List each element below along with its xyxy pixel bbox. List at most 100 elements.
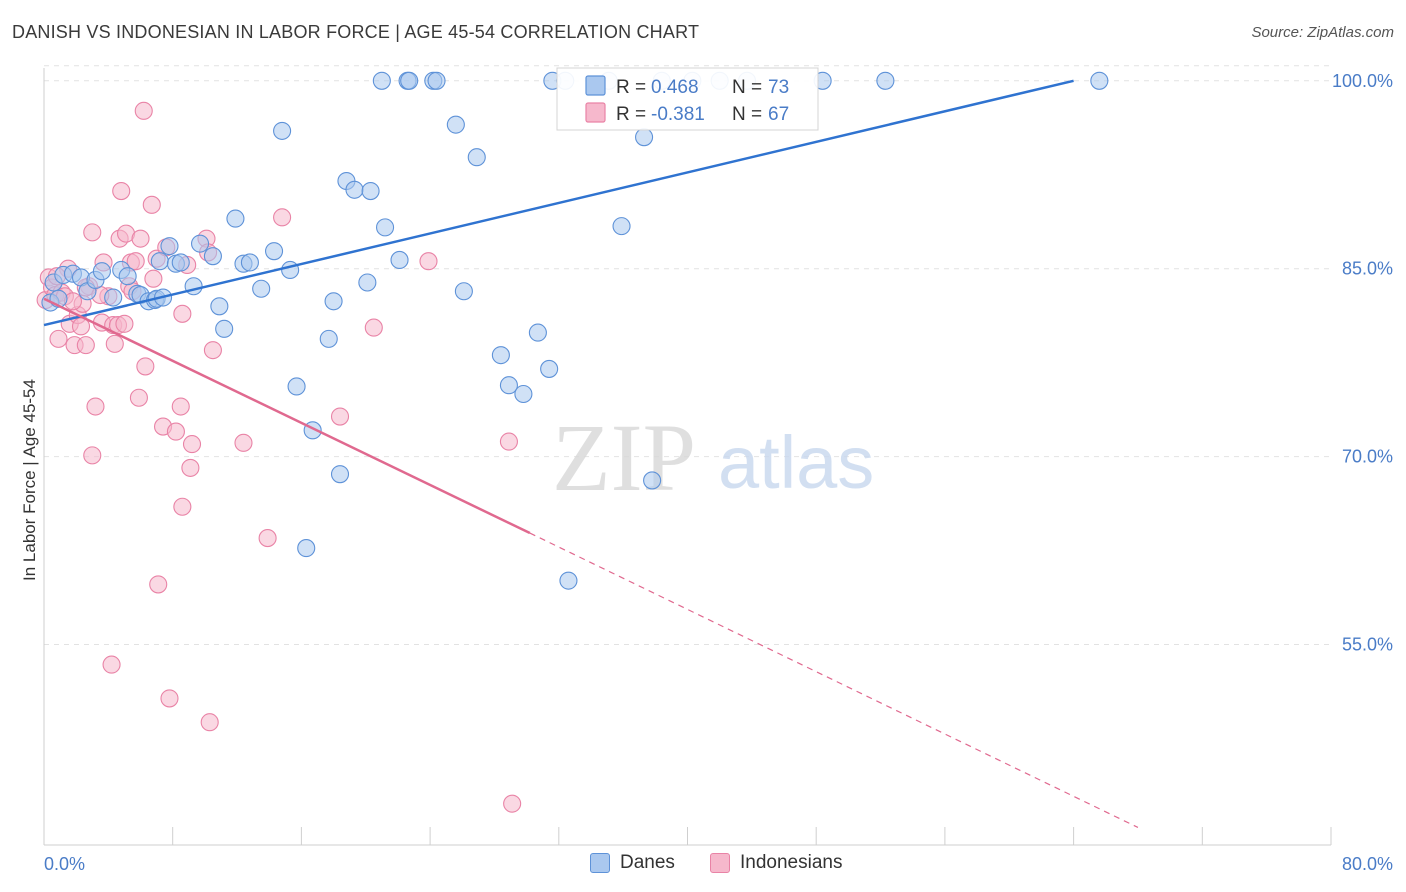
indonesian-point [171, 397, 190, 416]
dane-point [612, 217, 631, 236]
indonesian-point [273, 208, 292, 227]
dane-point [118, 267, 137, 286]
legend-item-indonesians[interactable]: Indonesians [710, 852, 842, 874]
dane-point [92, 262, 111, 281]
dane-point [540, 359, 559, 378]
indonesian-point [173, 497, 192, 516]
dane-point [104, 288, 123, 307]
indonesian-point [129, 388, 148, 407]
indonesian-point [142, 195, 161, 214]
dane-point [635, 128, 654, 147]
indonesians-trendline-extension [529, 532, 1139, 829]
dane-point [226, 209, 245, 228]
indonesian-point [330, 407, 350, 426]
dane-point [330, 465, 350, 484]
trend-layer [43, 79, 1139, 829]
y-tick-label: 100.0% [1332, 71, 1393, 91]
indonesian-point [234, 433, 253, 452]
dane-point [390, 250, 409, 269]
dane-point [446, 115, 465, 134]
indonesian-point [76, 336, 95, 355]
dane-point [273, 121, 292, 140]
dane-point [454, 282, 473, 301]
legend-r-value: -0.381 [651, 104, 705, 125]
dane-point [467, 148, 486, 167]
legend-n-label: N = [732, 77, 762, 98]
danes-trendline [43, 79, 1074, 327]
dane-point [499, 376, 518, 395]
dane-point [324, 292, 343, 311]
indonesian-point [200, 713, 219, 732]
dane-point [287, 377, 306, 396]
x-tick-label: 0.0% [44, 854, 85, 874]
grid-layer [44, 65, 1331, 646]
dane-point [358, 273, 377, 292]
indonesian-point [419, 252, 438, 271]
indonesian-point [503, 794, 522, 813]
indonesian-point [160, 689, 179, 708]
x-tick-label: 80.0% [1342, 854, 1393, 874]
indonesian-point [181, 458, 200, 477]
legend-swatch-danes [590, 853, 610, 873]
dane-point [376, 218, 395, 237]
legend-swatch-indonesians [710, 853, 730, 873]
dane-point [491, 346, 510, 365]
indonesian-point [173, 304, 192, 323]
dane-point [427, 71, 446, 90]
watermark-zip: ZIP [552, 404, 696, 511]
y-tick-label: 70.0% [1342, 447, 1393, 467]
dane-point [514, 384, 533, 404]
dane-point [876, 71, 895, 90]
indonesian-point [166, 422, 185, 441]
indonesian-point [203, 341, 222, 360]
dane-point [171, 253, 190, 272]
indonesian-point [136, 357, 155, 376]
indonesian-point [131, 229, 150, 248]
dane-point [265, 242, 284, 261]
indonesian-point [102, 655, 121, 674]
dane-point [150, 252, 169, 271]
dane-point [345, 180, 364, 199]
indonesian-point [144, 269, 163, 288]
dane-point [297, 539, 316, 558]
legend-n-label: N = [732, 104, 762, 125]
legend-label-danes: Danes [620, 852, 675, 873]
y-tick-label: 85.0% [1342, 259, 1393, 279]
indonesian-point [86, 397, 105, 416]
chart-title: DANISH VS INDONESIAN IN LABOR FORCE | AG… [12, 22, 700, 42]
dane-point [559, 571, 578, 590]
legend-top-swatch-indonesians [585, 102, 606, 123]
dane-point [203, 247, 222, 266]
indonesian-point [182, 435, 202, 454]
legend-r-value: 0.468 [651, 77, 699, 98]
dane-point [643, 471, 662, 490]
indonesian-point [83, 223, 102, 242]
indonesian-point [105, 334, 124, 353]
dane-point [319, 329, 338, 348]
dane-point [528, 323, 547, 342]
legend-item-danes[interactable]: Danes [590, 852, 675, 874]
legend-r-label: R = [616, 104, 646, 125]
indonesian-point [149, 575, 168, 594]
legend-n-value: 73 [768, 77, 789, 98]
dane-point [400, 71, 419, 90]
legend-label-indonesians: Indonesians [740, 852, 843, 873]
axis-layer: 100.0% 85.0% 70.0% 55.0% 0.0% 80.0% [43, 68, 1393, 874]
dane-point [252, 279, 271, 298]
indonesian-point [364, 318, 383, 337]
indonesian-point [83, 446, 102, 465]
legend-top-swatch-danes [585, 75, 606, 96]
indonesian-point [258, 529, 277, 548]
dane-point [160, 237, 179, 256]
indonesian-point [115, 314, 134, 333]
legend-n-value: 67 [768, 104, 789, 125]
watermark: ZIP atlas [552, 404, 874, 511]
dane-point [361, 181, 380, 201]
watermark-atlas: atlas [718, 421, 874, 504]
legend-bottom: Danes Indonesians [0, 852, 1406, 878]
dane-point [210, 297, 229, 316]
source-label: Source: ZipAtlas.com [1251, 24, 1394, 41]
indonesian-point [49, 329, 68, 348]
indonesian-point [126, 252, 145, 271]
